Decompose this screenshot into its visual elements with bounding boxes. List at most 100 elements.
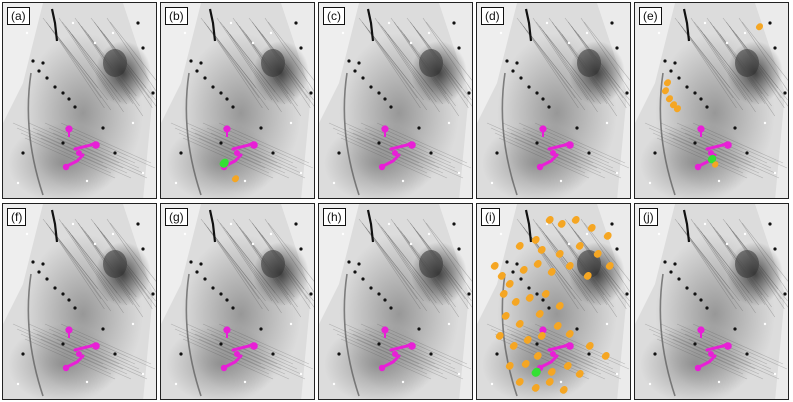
fiber-strand [100,29,156,101]
bright-speckle [387,222,391,226]
dark-particle [299,46,303,50]
fiber-strand [372,338,464,380]
fiber-strand [574,230,630,302]
fiber-strand [413,226,469,310]
dark-particle [505,260,509,264]
fiber-strand [681,226,737,310]
image-panel: (f) [2,203,157,400]
magenta-marker [537,153,559,169]
fiber-strand [74,218,131,296]
fiber-strand [103,33,156,107]
bright-speckle [183,31,187,35]
dark-particle [535,292,539,296]
orange-marker [515,242,524,250]
dark-particle [673,262,677,266]
fiber-strand [336,333,428,375]
fiber-strand [494,132,586,174]
microscopy-image [3,3,156,198]
bright-speckle [703,222,707,226]
bright-speckle [111,232,115,236]
fiber-strand [425,222,472,282]
tissue-haze [324,123,434,198]
fiber-strand [226,230,282,314]
fiber-strand [561,33,618,117]
fiber-strand [77,21,134,105]
dark-particle [361,277,365,281]
fiber-strand [340,137,432,179]
orange-marker [755,23,763,31]
fiber-strand [58,218,115,302]
fiber-strand [377,222,434,294]
dark-particle [505,59,509,63]
fiber-strand [518,122,610,164]
bright-speckle [657,232,661,236]
fiber-strand [735,234,788,308]
tissue-haze [8,123,118,198]
bright-speckle [332,181,336,185]
fiber-strand [381,25,437,103]
fiber-strand [52,333,144,375]
tissue-edge [343,273,360,397]
magenta-marker [408,141,416,149]
microscopy-image [319,3,472,198]
fiber-strand [656,137,748,179]
fiber-strand [555,226,611,298]
orange-marker [537,332,546,340]
fiber-strand [372,137,464,179]
fiber-strand [223,25,279,103]
tissue-edge [343,72,360,196]
tissue-edge [185,273,202,397]
dark-particle [663,59,667,63]
orange-marker [521,360,530,368]
fiber-strand [419,234,472,308]
tissue-edge [185,72,202,196]
dark-fiber [50,8,59,42]
fiber-strand [356,137,448,179]
magenta-marker [536,163,544,171]
magenta-marker [378,163,386,171]
orange-marker [565,262,574,270]
fiber-strand [219,222,276,294]
dark-particle [547,306,551,310]
orange-marker [497,272,506,280]
fiber-strand [374,17,431,101]
dark-particle [417,327,421,331]
fiber-strand [696,127,788,169]
dark-particle [219,342,223,346]
dark-particle [347,260,351,264]
bright-speckle [174,181,178,185]
dark-particle [663,260,667,264]
fiber-strand [490,328,582,370]
fiber-strand [741,21,788,81]
fiber-strand [210,29,266,101]
fiber-strand [97,25,153,109]
bright-speckle [16,181,20,185]
fiber-strand [676,323,768,365]
orange-marker [525,294,534,302]
magenta-marker [92,141,100,149]
fiber-strand [248,218,305,290]
tissue-haze [324,324,434,399]
dark-fiber [208,209,217,243]
dark-particle [587,151,591,155]
dark-particle [73,306,77,310]
dark-particle [783,91,787,95]
fiber-strand [393,21,450,105]
fiber-strand [245,234,302,318]
fiber-strand [416,29,472,101]
dark-tissue-core [103,250,127,278]
fiber-strand [218,323,310,365]
fiber-strand [42,218,99,290]
magenta-marker [708,150,714,156]
dark-particle [693,292,697,296]
fiber-strand [40,338,132,380]
dark-particle [429,352,433,356]
dark-particle [211,286,215,290]
dark-particle [67,97,71,101]
fiber-strand [551,222,608,306]
fiber-strand [200,218,257,290]
fiber-strand [688,137,780,179]
fiber-strand [210,333,302,375]
bright-speckle [341,31,345,35]
dark-fiber [208,8,217,42]
